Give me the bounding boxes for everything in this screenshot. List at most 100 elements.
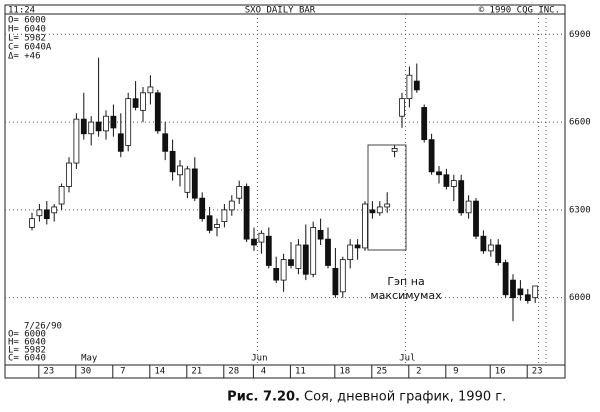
candle-body <box>95 121 102 132</box>
candle-body <box>317 229 324 240</box>
candle-body <box>117 133 124 152</box>
candle-body <box>517 288 524 296</box>
candle-body <box>236 186 243 199</box>
candle-body <box>214 224 220 228</box>
candle-body <box>162 133 169 152</box>
candle-body <box>273 268 280 281</box>
candle-body <box>421 107 428 141</box>
candle-body <box>228 200 235 211</box>
candle-body <box>88 121 95 135</box>
candle-body <box>362 203 368 249</box>
candle-body <box>103 115 109 132</box>
candle-body <box>465 200 472 214</box>
y-tick-label: 6600 <box>569 118 591 128</box>
candle-body <box>177 165 183 176</box>
candle-body <box>406 74 413 100</box>
caption-label: Рис. 7.20. <box>227 390 300 405</box>
candle-body <box>288 259 294 266</box>
frame <box>4 4 566 379</box>
candle-body <box>413 80 420 91</box>
y-tick-label: 6900 <box>569 30 591 40</box>
candle-body <box>154 92 161 132</box>
candle-body <box>51 206 58 214</box>
x-tick-label: 28 <box>228 367 239 377</box>
candle-body <box>428 139 435 173</box>
candle-body <box>399 98 405 117</box>
candle-body <box>191 168 198 199</box>
info-line: C= 6040A <box>8 43 52 53</box>
info-line: H= 6040 <box>8 338 46 348</box>
candle-body <box>132 98 139 108</box>
info-line: Δ= +46 <box>8 52 41 62</box>
candle-body <box>147 86 154 94</box>
candle-body <box>339 259 346 293</box>
candle-body <box>73 118 80 164</box>
candle-body <box>221 209 228 222</box>
y-tick-label: 6000 <box>569 293 591 303</box>
candle-body <box>251 238 257 246</box>
info-line: 7/26/90 <box>24 322 62 332</box>
candle-body <box>473 200 479 237</box>
y-tick-label: 6300 <box>569 205 591 215</box>
x-tick-label: 2 <box>416 367 421 377</box>
candle-body <box>436 171 442 176</box>
x-tick-label: 14 <box>154 367 165 377</box>
candle-body <box>384 203 391 208</box>
candle-body <box>310 227 317 275</box>
candle-body <box>391 148 398 152</box>
x-tick-label: 7 <box>120 367 125 377</box>
month-label: Jul <box>399 354 415 364</box>
x-tick-label: 25 <box>376 367 387 377</box>
candle-body <box>325 238 331 266</box>
month-label: May <box>81 354 98 364</box>
x-tick-label: 23 <box>532 367 543 377</box>
annotation: максимумах <box>370 289 442 302</box>
candle-body <box>332 268 339 296</box>
candle-body <box>206 215 213 231</box>
info-line: L= 5982 <box>8 34 46 44</box>
x-tick-label: 30 <box>80 367 91 377</box>
candle-body <box>36 209 43 217</box>
candle-body <box>450 180 457 187</box>
candle-body <box>29 218 35 228</box>
candle-body <box>295 244 302 269</box>
x-tick-label: 4 <box>261 367 266 377</box>
candle-body <box>443 174 450 187</box>
candle-body <box>369 209 376 214</box>
candle-body <box>243 186 250 240</box>
candle-body <box>265 235 272 266</box>
caption: Соя, дневной график, 1990 г. <box>304 390 506 405</box>
candle-body <box>184 168 191 193</box>
x-tick-label: 11 <box>295 367 306 377</box>
candle-body <box>354 244 361 249</box>
header-title: SXO DAILY BAR <box>245 6 316 16</box>
candle-body <box>458 180 465 214</box>
candle-body <box>347 244 354 261</box>
candle-body <box>532 285 539 299</box>
info-line: O= 6000 <box>8 330 46 340</box>
info-line: L= 5982 <box>8 346 46 356</box>
candle-body <box>480 235 487 252</box>
candle-body <box>169 150 176 173</box>
candle-body <box>280 259 287 281</box>
candle-body <box>43 209 50 220</box>
candle-body <box>80 118 87 135</box>
candle-body <box>376 206 383 214</box>
candle-body <box>510 279 516 299</box>
candle-body <box>199 197 206 220</box>
info-line: C= 6040 <box>8 354 46 364</box>
candle-body <box>66 162 72 187</box>
candle-body <box>110 115 117 129</box>
month-label: Jun <box>251 354 267 364</box>
candle-body <box>495 244 502 263</box>
annotation: Гэп на <box>387 275 424 288</box>
candle-body <box>502 262 509 296</box>
x-tick-label: 18 <box>339 367 350 377</box>
candle-body <box>524 294 531 302</box>
info-line: H= 6040 <box>8 25 46 35</box>
x-tick-label: 9 <box>453 367 458 377</box>
info-line: O= 6000 <box>8 16 46 26</box>
header-time: 11:24 <box>8 6 35 16</box>
candle-body <box>58 186 65 205</box>
